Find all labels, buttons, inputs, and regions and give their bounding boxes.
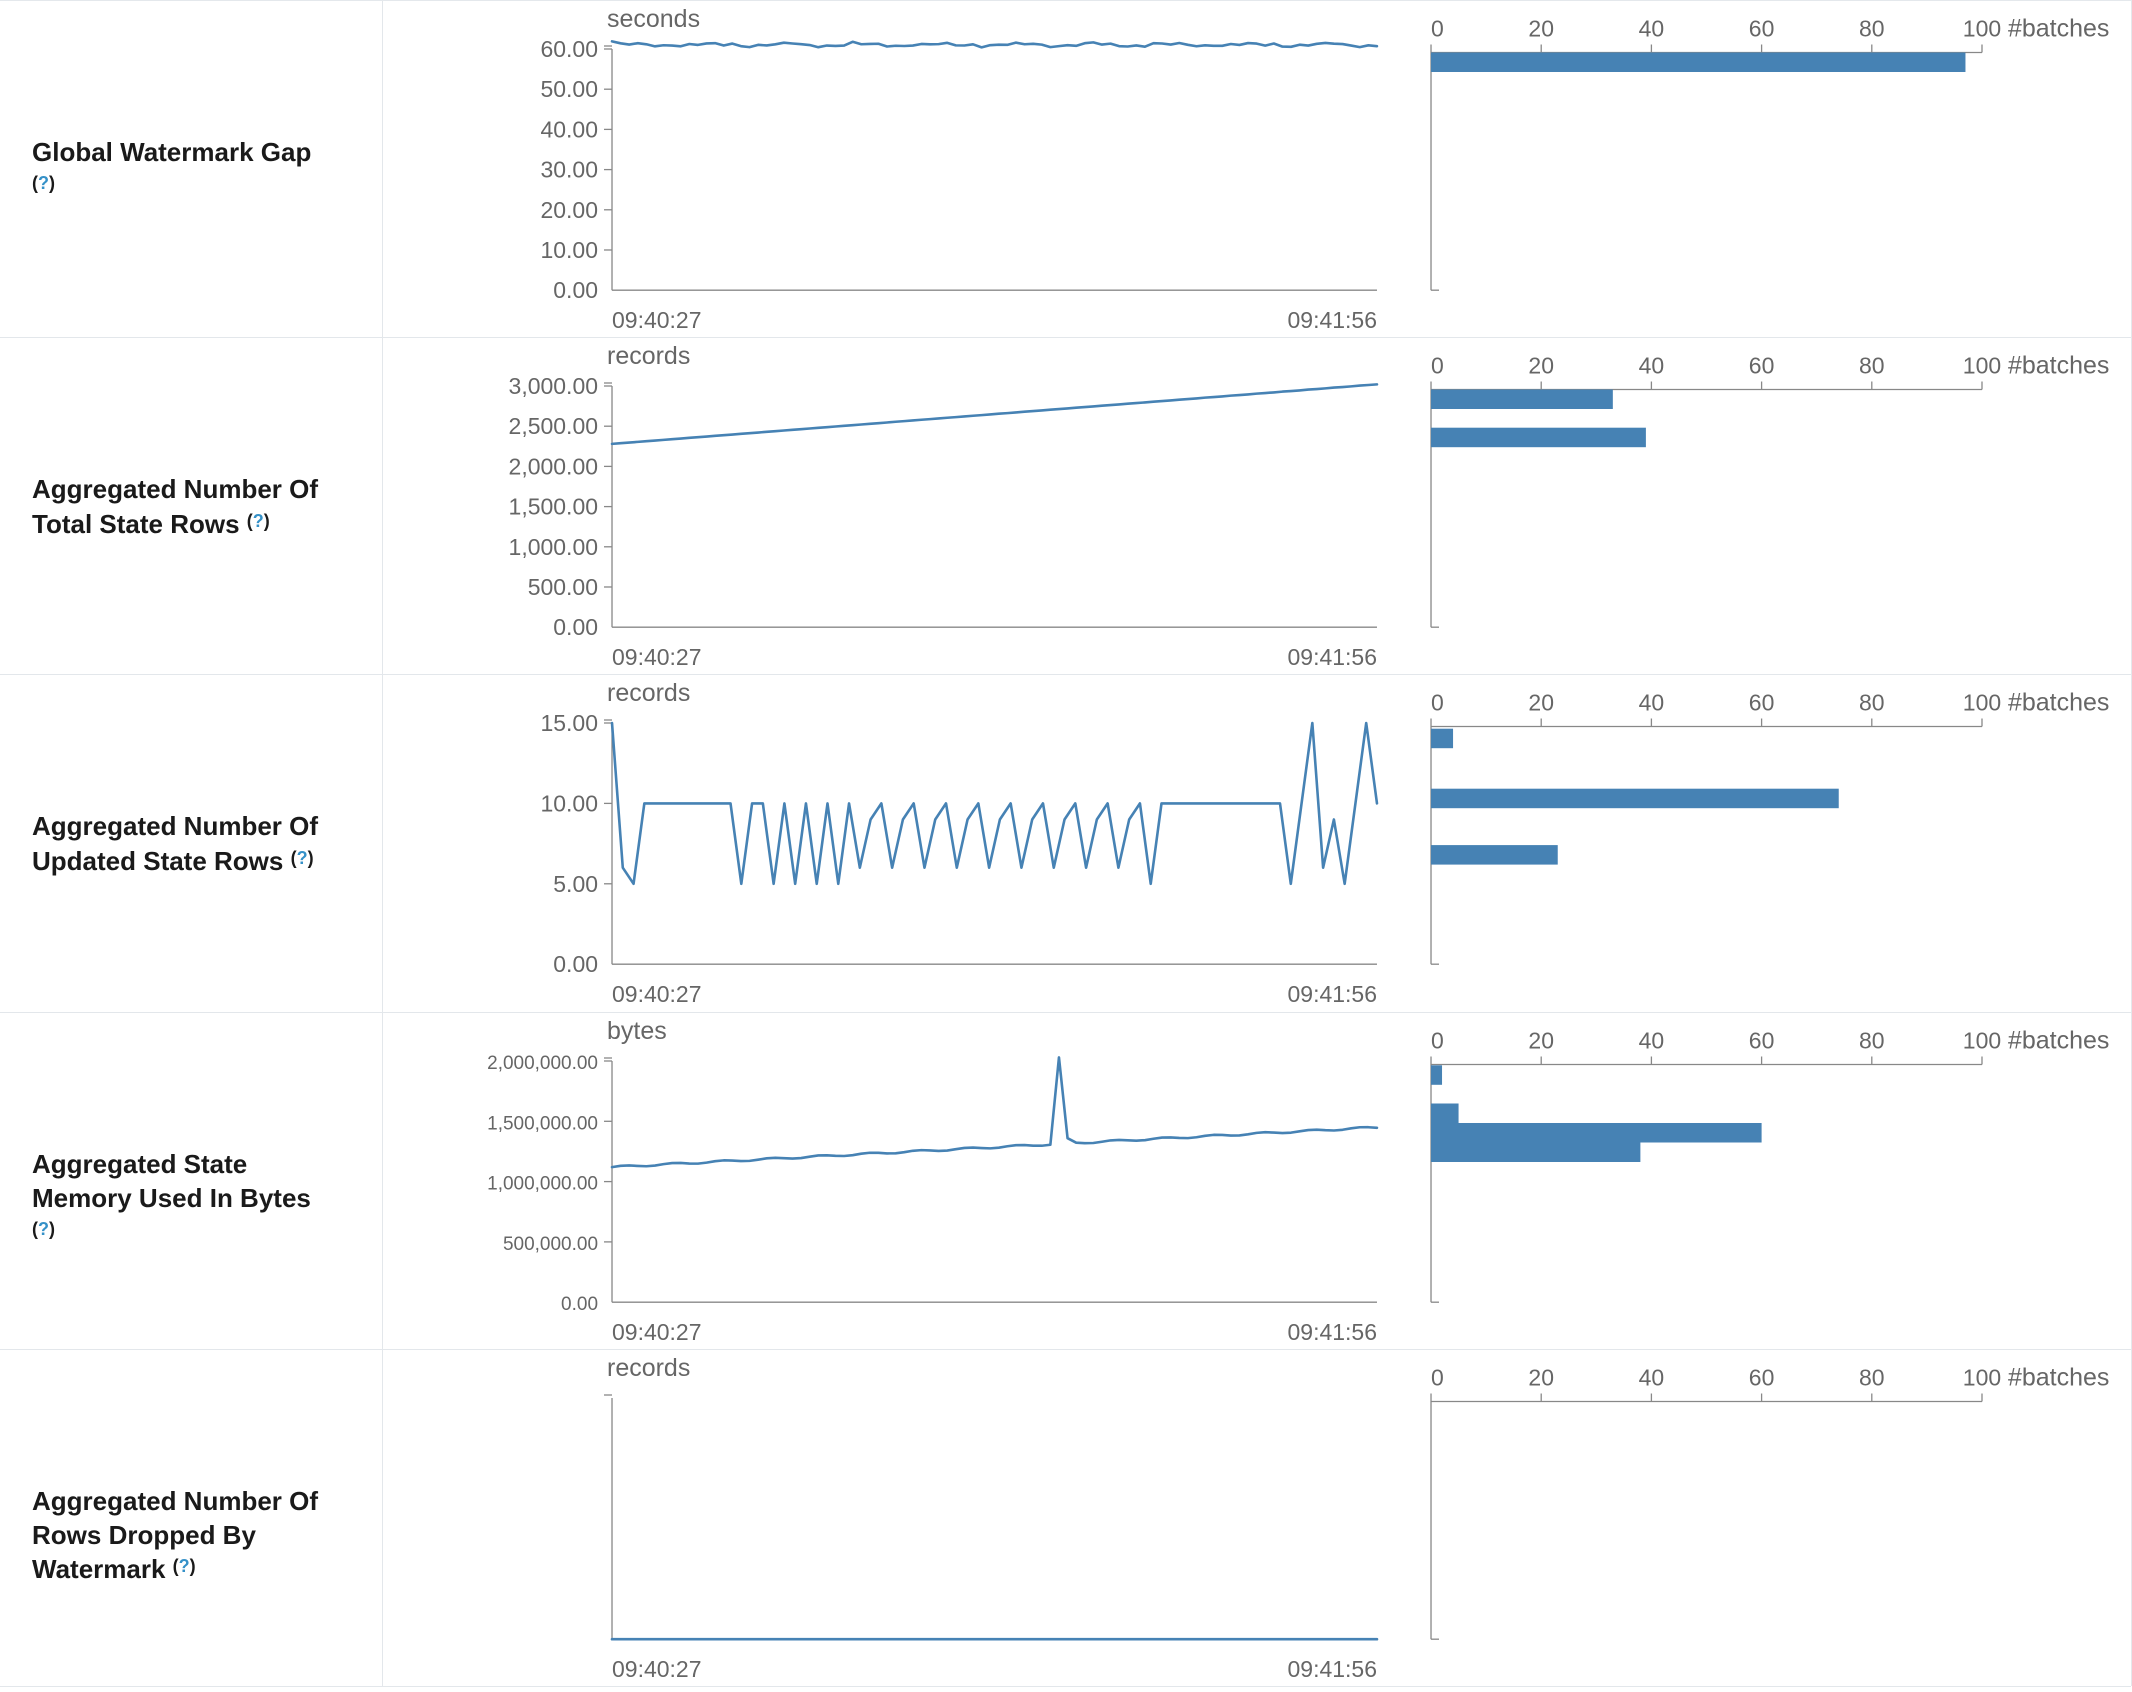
svg-text:09:41:56: 09:41:56 [1288, 644, 1377, 670]
svg-text:09:40:27: 09:40:27 [612, 982, 701, 1008]
svg-text:40: 40 [1639, 353, 1665, 379]
svg-text:0: 0 [1431, 1364, 1444, 1390]
svg-text:80: 80 [1859, 353, 1885, 379]
svg-text:100: 100 [1963, 1364, 2001, 1390]
svg-text:10.00: 10.00 [540, 237, 598, 263]
svg-text:0.00: 0.00 [561, 1294, 598, 1315]
svg-text:30.00: 30.00 [540, 157, 598, 183]
svg-text:500,000.00: 500,000.00 [503, 1233, 598, 1254]
svg-text:80: 80 [1859, 690, 1885, 716]
svg-text:0.00: 0.00 [553, 614, 598, 640]
svg-text:0.00: 0.00 [553, 952, 598, 978]
svg-text:100: 100 [1963, 353, 2001, 379]
svg-text:09:41:56: 09:41:56 [1288, 1319, 1377, 1345]
svg-text:40.00: 40.00 [540, 116, 598, 142]
svg-text:500.00: 500.00 [528, 574, 598, 600]
svg-text:3,000.00: 3,000.00 [509, 373, 598, 399]
svg-text:40: 40 [1639, 690, 1665, 716]
svg-text:seconds: seconds [607, 5, 700, 33]
svg-text:60.00: 60.00 [540, 36, 598, 62]
svg-text:60: 60 [1749, 1364, 1775, 1390]
svg-text:60: 60 [1749, 353, 1775, 379]
svg-text:records: records [607, 679, 690, 707]
svg-text:2,000.00: 2,000.00 [509, 454, 598, 480]
svg-text:1,000.00: 1,000.00 [509, 534, 598, 560]
svg-text:80: 80 [1859, 15, 1885, 41]
svg-text:09:40:27: 09:40:27 [612, 644, 701, 670]
svg-text:80: 80 [1859, 1364, 1885, 1390]
svg-text:20: 20 [1528, 353, 1554, 379]
svg-text:09:41:56: 09:41:56 [1288, 1656, 1377, 1682]
svg-text:records: records [607, 1354, 690, 1382]
svg-text:2,000,000.00: 2,000,000.00 [487, 1053, 598, 1074]
svg-text:09:40:27: 09:40:27 [612, 1319, 701, 1345]
svg-text:09:41:56: 09:41:56 [1288, 307, 1377, 333]
svg-text:0.00: 0.00 [553, 277, 598, 303]
svg-text:#batches: #batches [2008, 689, 2109, 717]
svg-text:0: 0 [1431, 1027, 1444, 1053]
svg-text:#batches: #batches [2008, 352, 2109, 380]
svg-text:40: 40 [1639, 1027, 1665, 1053]
svg-text:20.00: 20.00 [540, 197, 598, 223]
svg-text:0: 0 [1431, 15, 1444, 41]
svg-text:60: 60 [1749, 15, 1775, 41]
svg-text:20: 20 [1528, 690, 1554, 716]
svg-text:records: records [607, 342, 690, 370]
svg-text:1,500.00: 1,500.00 [509, 494, 598, 520]
svg-text:60: 60 [1749, 1027, 1775, 1053]
svg-text:60: 60 [1749, 690, 1775, 716]
svg-text:bytes: bytes [607, 1017, 667, 1045]
svg-text:#batches: #batches [2008, 1363, 2109, 1391]
svg-text:80: 80 [1859, 1027, 1885, 1053]
svg-text:100: 100 [1963, 15, 2001, 41]
svg-text:20: 20 [1528, 1027, 1554, 1053]
svg-text:5.00: 5.00 [553, 871, 598, 897]
svg-text:2,500.00: 2,500.00 [509, 413, 598, 439]
svg-text:1,500,000.00: 1,500,000.00 [487, 1113, 598, 1134]
svg-text:09:41:56: 09:41:56 [1288, 982, 1377, 1008]
svg-text:0: 0 [1431, 353, 1444, 379]
svg-text:0: 0 [1431, 690, 1444, 716]
svg-text:100: 100 [1963, 690, 2001, 716]
svg-text:#batches: #batches [2008, 1026, 2109, 1054]
svg-text:#batches: #batches [2008, 14, 2109, 42]
svg-text:09:40:27: 09:40:27 [612, 1656, 701, 1682]
svg-text:10.00: 10.00 [540, 791, 598, 817]
svg-text:100: 100 [1963, 1027, 2001, 1053]
svg-text:1,000,000.00: 1,000,000.00 [487, 1173, 598, 1194]
svg-text:50.00: 50.00 [540, 76, 598, 102]
svg-text:15.00: 15.00 [540, 710, 598, 736]
svg-text:20: 20 [1528, 1364, 1554, 1390]
svg-text:40: 40 [1639, 15, 1665, 41]
svg-text:40: 40 [1639, 1364, 1665, 1390]
svg-text:09:40:27: 09:40:27 [612, 307, 701, 333]
svg-text:20: 20 [1528, 15, 1554, 41]
